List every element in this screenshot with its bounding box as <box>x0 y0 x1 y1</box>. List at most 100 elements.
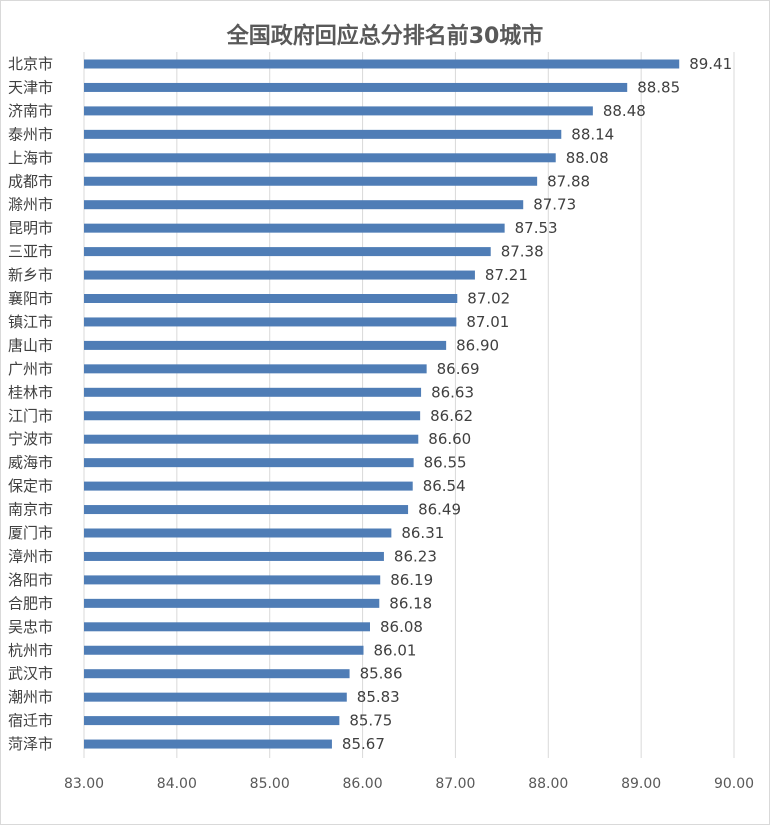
category-label: 上海市 <box>8 149 53 167</box>
bar <box>84 223 505 233</box>
data-label: 86.19 <box>390 571 433 589</box>
category-label: 唐山市 <box>8 336 53 354</box>
data-label: 85.83 <box>357 688 400 706</box>
bar <box>84 82 628 92</box>
data-label: 86.08 <box>380 618 423 636</box>
category-label: 桂林市 <box>8 383 53 401</box>
data-label: 88.85 <box>637 78 680 96</box>
data-label: 88.08 <box>566 149 609 167</box>
bar <box>84 317 457 327</box>
data-label: 86.62 <box>430 407 473 425</box>
bar <box>84 176 538 186</box>
x-tick-label: 87.00 <box>435 776 475 792</box>
category-label: 威海市 <box>8 454 53 472</box>
x-tick-label: 85.00 <box>250 776 290 792</box>
x-tick-label: 90.00 <box>714 776 754 792</box>
category-label: 济南市 <box>8 102 53 120</box>
category-label: 镇江市 <box>8 313 53 331</box>
bar <box>84 59 680 69</box>
data-label: 89.41 <box>689 55 732 73</box>
bar <box>84 669 350 679</box>
data-label: 87.73 <box>533 196 576 214</box>
category-label: 北京市 <box>8 55 53 73</box>
category-label: 武汉市 <box>8 665 53 683</box>
bar <box>84 739 332 749</box>
bar <box>84 247 491 257</box>
bar <box>84 106 593 116</box>
x-tick-label: 89.00 <box>621 776 661 792</box>
data-label: 85.86 <box>360 665 403 683</box>
data-label: 86.60 <box>428 430 471 448</box>
bar <box>84 575 381 585</box>
data-label: 86.63 <box>431 383 474 401</box>
data-label: 85.75 <box>349 712 392 730</box>
data-label: 88.48 <box>603 102 646 120</box>
x-tick-label: 88.00 <box>528 776 568 792</box>
bar <box>84 551 384 561</box>
data-label: 87.88 <box>547 172 590 190</box>
category-label: 滁州市 <box>8 196 53 214</box>
data-label: 87.21 <box>485 266 528 284</box>
data-label: 86.01 <box>374 641 417 659</box>
bar <box>84 505 409 515</box>
category-label: 新乡市 <box>8 266 53 284</box>
bar <box>84 364 427 374</box>
data-label: 86.23 <box>394 547 437 565</box>
category-label: 合肥市 <box>8 594 53 612</box>
data-label: 86.54 <box>423 477 466 495</box>
bar <box>84 528 392 538</box>
bar <box>84 434 419 444</box>
category-label: 保定市 <box>8 477 53 495</box>
bar <box>84 153 556 163</box>
bar <box>84 598 380 608</box>
data-label: 85.67 <box>342 735 385 753</box>
chart-title: 全国政府回应总分排名前30城市 <box>226 24 544 49</box>
category-label: 昆明市 <box>8 219 53 237</box>
category-label: 广州市 <box>8 360 53 378</box>
bar <box>84 200 524 210</box>
bar <box>84 692 347 702</box>
x-tick-label: 86.00 <box>343 776 383 792</box>
category-label: 潮州市 <box>8 688 53 706</box>
category-label: 菏泽市 <box>8 735 53 753</box>
data-label: 86.49 <box>418 501 461 519</box>
category-label: 漳州市 <box>8 547 53 565</box>
data-label: 88.14 <box>571 125 614 143</box>
bar <box>84 340 447 350</box>
bar <box>84 129 562 139</box>
data-label: 86.90 <box>456 336 499 354</box>
category-label: 江门市 <box>8 407 53 425</box>
data-label: 86.31 <box>401 524 444 542</box>
category-label: 三亚市 <box>8 243 53 261</box>
x-tick-label: 83.00 <box>64 776 104 792</box>
category-label: 宁波市 <box>8 430 53 448</box>
category-label: 杭州市 <box>8 641 53 659</box>
category-label: 洛阳市 <box>8 571 53 589</box>
bar <box>84 270 475 280</box>
category-label: 天津市 <box>8 78 53 96</box>
data-label: 87.01 <box>466 313 509 331</box>
bar <box>84 481 413 491</box>
data-label: 86.18 <box>389 594 432 612</box>
category-label: 吴忠市 <box>8 618 53 636</box>
category-label: 襄阳市 <box>8 290 53 308</box>
bar <box>84 387 422 397</box>
data-label: 86.69 <box>437 360 480 378</box>
bar <box>84 458 414 468</box>
bar <box>84 645 364 655</box>
data-label: 87.02 <box>467 290 510 308</box>
category-label: 泰州市 <box>8 125 53 143</box>
bar <box>84 716 340 726</box>
data-label: 87.38 <box>501 243 544 261</box>
category-label: 成都市 <box>8 172 53 190</box>
x-tick-label: 84.00 <box>157 776 197 792</box>
category-label: 宿迁市 <box>8 712 53 730</box>
data-label: 87.53 <box>515 219 558 237</box>
category-label: 厦门市 <box>8 524 53 542</box>
category-label: 南京市 <box>8 501 53 519</box>
bar <box>84 411 421 421</box>
bar <box>84 294 458 303</box>
data-label: 86.55 <box>424 454 467 472</box>
bar <box>84 622 370 632</box>
